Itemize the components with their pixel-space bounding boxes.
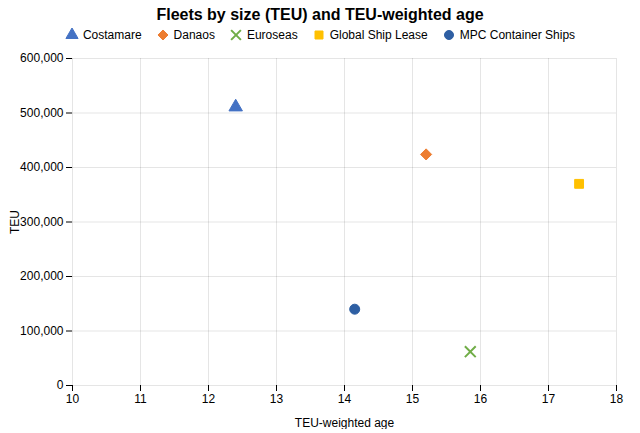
svg-text:500,000: 500,000 — [20, 106, 64, 120]
html-text:Global Ship Lease: Global Ship Lease — [329, 28, 428, 42]
svg-text:14: 14 — [338, 392, 352, 406]
html-text:Costamare: Costamare — [82, 28, 142, 42]
svg-text:12: 12 — [202, 392, 216, 406]
svg-text:TEU-weighted age: TEU-weighted age — [295, 416, 395, 430]
svg-text:600,000: 600,000 — [20, 51, 64, 65]
svg-text:10: 10 — [66, 392, 80, 406]
svg-text:17: 17 — [542, 392, 556, 406]
svg-text:15: 15 — [406, 392, 420, 406]
svg-text:100,000: 100,000 — [20, 324, 64, 338]
svg-text:16: 16 — [474, 392, 488, 406]
html-text:Euroseas: Euroseas — [246, 28, 298, 42]
svg-text:18: 18 — [610, 392, 624, 406]
svg-text:13: 13 — [270, 392, 284, 406]
svg-text:400,000: 400,000 — [20, 160, 64, 174]
html-text:Danaos: Danaos — [173, 28, 215, 42]
svg-text:11: 11 — [134, 392, 147, 406]
html-text:MPC Container Ships: MPC Container Ships — [459, 28, 576, 42]
html-text:Fleets by size (TEU) and TEU-w: Fleets by size (TEU) and TEU-weighted ag… — [156, 6, 484, 23]
svg-text:300,000: 300,000 — [20, 215, 64, 229]
svg-text:0: 0 — [57, 378, 64, 392]
svg-text:TEU: TEU — [8, 210, 22, 234]
svg-text:200,000: 200,000 — [20, 269, 64, 283]
